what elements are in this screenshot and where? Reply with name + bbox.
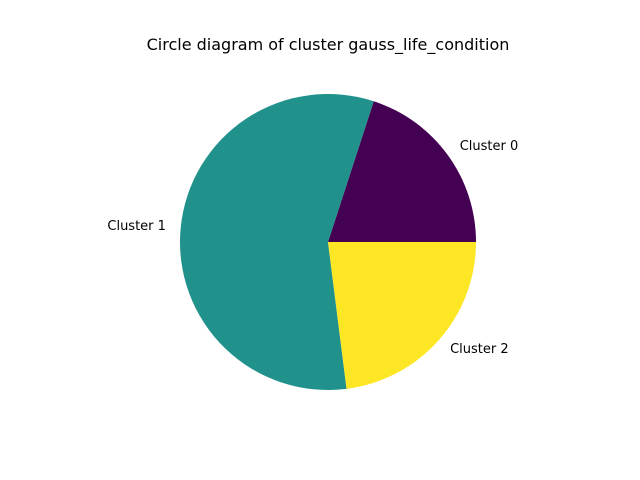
pie-slice-cluster-2 xyxy=(328,242,476,389)
chart-title: Circle diagram of cluster gauss_life_con… xyxy=(147,35,510,55)
pie-slices xyxy=(180,94,476,391)
pie-label-cluster-2: Cluster 2 xyxy=(450,342,509,357)
pie-slice-cluster-1 xyxy=(180,94,374,391)
pie-label-cluster-1: Cluster 1 xyxy=(107,219,166,234)
pie-slice-cluster-0 xyxy=(328,101,476,242)
pie-labels: Cluster 0 Cluster 1 Cluster 2 xyxy=(107,139,518,357)
pie-label-cluster-0: Cluster 0 xyxy=(460,139,519,154)
